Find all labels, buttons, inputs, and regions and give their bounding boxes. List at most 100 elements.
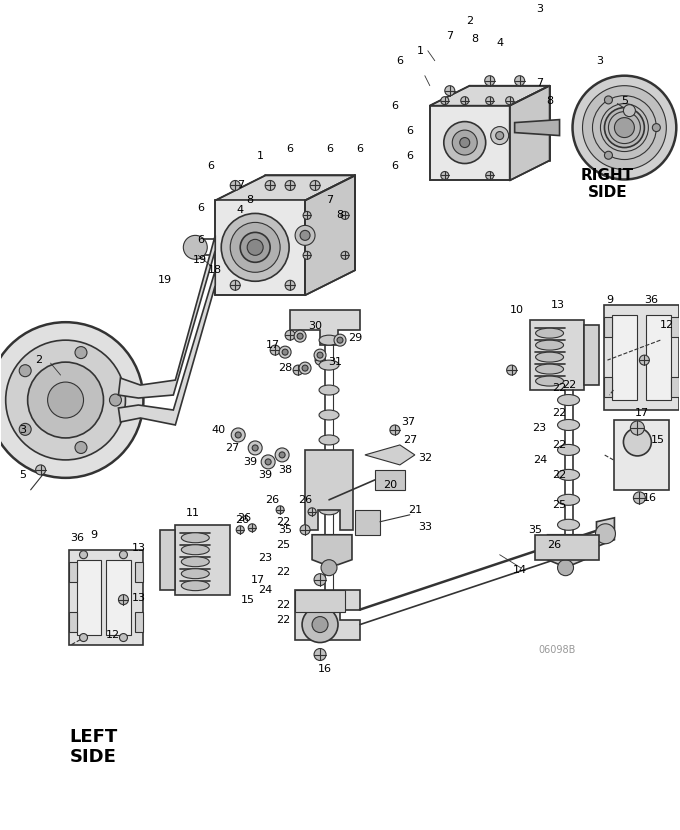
Circle shape xyxy=(337,337,343,343)
Text: 1: 1 xyxy=(256,150,264,160)
Bar xyxy=(160,530,175,589)
Text: 6: 6 xyxy=(407,150,413,160)
Polygon shape xyxy=(355,510,380,535)
Text: 17: 17 xyxy=(635,408,649,418)
Text: 16: 16 xyxy=(318,665,332,675)
Circle shape xyxy=(282,349,288,355)
Polygon shape xyxy=(305,450,353,530)
Polygon shape xyxy=(290,310,360,345)
Ellipse shape xyxy=(452,130,477,155)
Circle shape xyxy=(312,617,328,632)
Ellipse shape xyxy=(558,419,579,431)
Circle shape xyxy=(300,525,310,535)
Ellipse shape xyxy=(319,460,339,470)
Circle shape xyxy=(314,349,326,361)
Polygon shape xyxy=(216,200,305,295)
Circle shape xyxy=(270,345,280,355)
Ellipse shape xyxy=(295,226,315,246)
Circle shape xyxy=(334,334,346,346)
Text: 27: 27 xyxy=(225,443,239,453)
Ellipse shape xyxy=(182,581,209,591)
Text: 4: 4 xyxy=(237,205,243,216)
Text: 4: 4 xyxy=(496,37,503,48)
Text: 27: 27 xyxy=(403,435,417,445)
Text: 26: 26 xyxy=(237,513,251,523)
Circle shape xyxy=(335,335,345,345)
Ellipse shape xyxy=(319,410,339,420)
Text: 5: 5 xyxy=(19,470,26,480)
Polygon shape xyxy=(216,175,355,200)
Bar xyxy=(605,377,613,397)
Text: 8: 8 xyxy=(247,195,254,206)
Bar xyxy=(615,420,669,490)
Circle shape xyxy=(486,96,494,105)
Text: 13: 13 xyxy=(131,543,146,553)
Text: 6: 6 xyxy=(197,236,204,246)
Circle shape xyxy=(48,382,84,418)
Text: 19: 19 xyxy=(193,256,207,266)
Ellipse shape xyxy=(319,335,339,345)
Text: RIGHT: RIGHT xyxy=(581,168,634,183)
Text: 11: 11 xyxy=(186,508,201,518)
Text: 19: 19 xyxy=(158,276,173,286)
Ellipse shape xyxy=(319,435,339,445)
Bar xyxy=(671,317,679,337)
Ellipse shape xyxy=(182,544,209,554)
Ellipse shape xyxy=(536,340,564,350)
Text: 1: 1 xyxy=(416,46,424,56)
Ellipse shape xyxy=(558,470,579,481)
Ellipse shape xyxy=(536,364,564,374)
Text: 6: 6 xyxy=(392,160,398,170)
Ellipse shape xyxy=(182,569,209,579)
Text: 35: 35 xyxy=(528,525,543,535)
Text: 22: 22 xyxy=(552,440,566,450)
Circle shape xyxy=(265,180,275,190)
Circle shape xyxy=(341,212,349,219)
Circle shape xyxy=(279,346,291,358)
Circle shape xyxy=(0,322,143,478)
Text: 2: 2 xyxy=(35,355,42,365)
Circle shape xyxy=(120,633,127,642)
Text: 32: 32 xyxy=(418,453,432,463)
Polygon shape xyxy=(305,175,355,295)
Ellipse shape xyxy=(240,232,270,262)
Circle shape xyxy=(583,85,666,169)
Text: 6: 6 xyxy=(356,144,363,154)
Text: 24: 24 xyxy=(258,584,272,594)
Circle shape xyxy=(265,459,271,465)
Bar xyxy=(175,525,231,594)
Bar xyxy=(613,315,637,400)
Ellipse shape xyxy=(460,138,470,148)
Circle shape xyxy=(314,574,326,586)
Ellipse shape xyxy=(319,485,339,495)
Polygon shape xyxy=(430,105,509,180)
Text: 7: 7 xyxy=(237,180,243,190)
Circle shape xyxy=(75,442,87,453)
Circle shape xyxy=(5,340,125,460)
Circle shape xyxy=(639,355,649,365)
Ellipse shape xyxy=(536,328,564,338)
Text: 6: 6 xyxy=(207,160,214,170)
Circle shape xyxy=(461,96,469,105)
Circle shape xyxy=(441,172,449,179)
Ellipse shape xyxy=(558,444,579,456)
Text: 22: 22 xyxy=(552,383,566,393)
Bar xyxy=(77,559,101,635)
Text: 22: 22 xyxy=(276,517,290,527)
Text: 18: 18 xyxy=(208,266,222,276)
Text: 22: 22 xyxy=(276,614,290,625)
Text: 21: 21 xyxy=(408,505,422,515)
Text: 17: 17 xyxy=(251,574,265,584)
Polygon shape xyxy=(534,535,600,559)
Polygon shape xyxy=(118,271,216,425)
Circle shape xyxy=(624,105,635,116)
Circle shape xyxy=(248,441,262,455)
Circle shape xyxy=(615,118,634,138)
Circle shape xyxy=(624,428,651,456)
Circle shape xyxy=(507,365,517,375)
Ellipse shape xyxy=(558,495,579,505)
Circle shape xyxy=(109,394,122,406)
Text: 12: 12 xyxy=(105,629,120,640)
Ellipse shape xyxy=(536,376,564,386)
Ellipse shape xyxy=(300,231,310,241)
